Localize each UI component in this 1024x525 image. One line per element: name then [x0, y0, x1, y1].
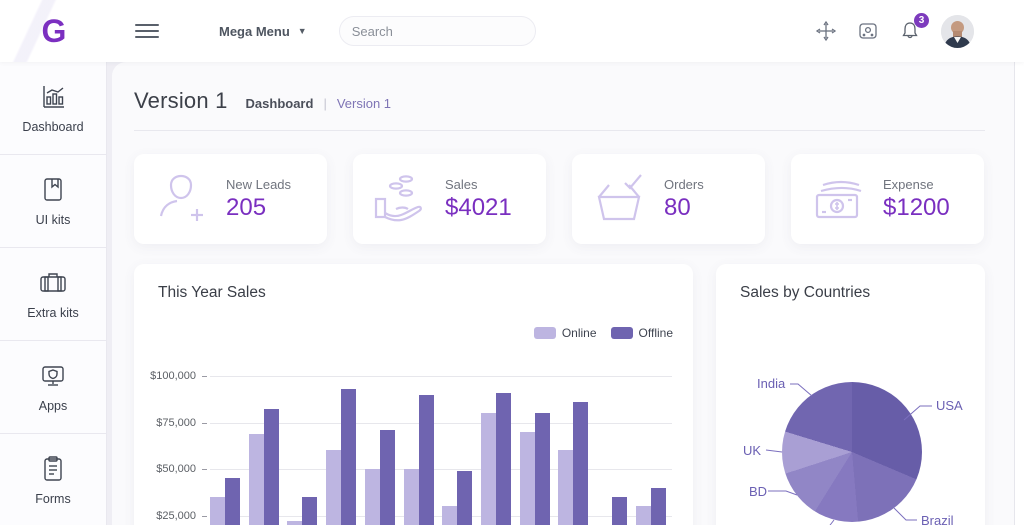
- bar-online-10: [558, 450, 574, 525]
- stat-card-orders: Orders 80: [572, 154, 765, 244]
- basket-check-icon: [597, 174, 642, 221]
- stat-label: Expense: [883, 176, 934, 192]
- legend-swatch-online: [533, 327, 556, 339]
- bar-online-1: [210, 496, 225, 525]
- breadcrumb-dashboard[interactable]: Dashboard: [245, 96, 314, 111]
- stat-value: 205: [226, 193, 267, 221]
- sidebar-item-forms[interactable]: Forms: [0, 434, 106, 525]
- apps-box-icon[interactable]: [857, 20, 879, 42]
- bar-offline-7: [457, 470, 473, 525]
- bar-chart-plot: $100,000 $75,000 $50,000 $25,000: [134, 264, 693, 525]
- clipboard-icon: [44, 456, 62, 481]
- bar-offline-2: [263, 409, 279, 525]
- header-actions: 3: [815, 13, 974, 48]
- breadcrumb: Dashboard | Version 1: [246, 96, 392, 111]
- bar-chart-legend: Online Offline: [533, 326, 673, 340]
- pie-label-bd: BD: [749, 484, 768, 499]
- bar-online-12: [635, 506, 651, 525]
- notifications-bell-icon[interactable]: 3: [899, 13, 929, 42]
- stat-label: New Leads: [226, 176, 292, 192]
- bar-online-6: [403, 469, 419, 525]
- logo-area[interactable]: G: [0, 0, 107, 62]
- bar-chart-icon: [43, 86, 64, 108]
- sidebar-item-ui-kits[interactable]: UI kits: [0, 155, 106, 248]
- bar-offline-3: [302, 496, 318, 525]
- breadcrumb-separator: |: [323, 96, 327, 111]
- sidebar-item-label: Dashboard: [22, 120, 84, 134]
- bar-offline-9: [534, 413, 550, 525]
- bar-offline-12: [650, 487, 666, 525]
- legend-label: Online: [561, 326, 597, 340]
- bar-offline-8: [495, 392, 511, 525]
- hamburger-menu-icon[interactable]: [135, 20, 159, 42]
- legend-item-offline[interactable]: Offline: [610, 326, 673, 340]
- brand-logo: G: [41, 12, 67, 49]
- page-title: Version 1: [134, 88, 228, 113]
- bar-online-2: [248, 433, 264, 525]
- search-input[interactable]: [351, 23, 528, 39]
- stat-value: $4021: [445, 193, 512, 221]
- stat-card-sales: Sales $4021: [353, 154, 546, 244]
- bar-online-7: [442, 506, 458, 525]
- sidebar-item-label: Apps: [38, 399, 68, 413]
- sidebar-nav: Dashboard UI kits Extra kits Apps Forms: [0, 62, 107, 525]
- mega-menu-dropdown[interactable]: Mega Menu ▼: [219, 24, 307, 39]
- bar-online-4: [326, 450, 342, 525]
- page-header: Version 1 Dashboard | Version 1: [134, 88, 985, 114]
- sidebar-item-label: UI kits: [35, 213, 71, 227]
- banknotes-icon: [815, 180, 862, 219]
- sidebar-item-label: Forms: [35, 492, 71, 506]
- sales-by-countries-card: Sales by Countries India USA UK BD Brazi…: [716, 264, 985, 525]
- bar-offline-6: [418, 394, 434, 525]
- legend-item-online[interactable]: Online: [533, 326, 597, 340]
- top-header: G Mega Menu ▼: [0, 0, 1024, 62]
- stat-value: $1200: [883, 193, 950, 221]
- sidebar-item-dashboard[interactable]: Dashboard: [0, 62, 106, 155]
- stats-row: New Leads 205 Sales $4021: [134, 154, 985, 244]
- bar-offline-10: [573, 402, 589, 525]
- notification-badge: 3: [914, 13, 929, 28]
- sidebar-item-apps[interactable]: Apps: [0, 341, 106, 434]
- fullscreen-move-icon[interactable]: [815, 20, 837, 42]
- sidebar-item-label: Extra kits: [27, 306, 79, 320]
- breadcrumb-current: Version 1: [336, 96, 392, 111]
- bar-online-3: [287, 521, 303, 525]
- monitor-icon: [42, 366, 64, 386]
- bar-chart-title: This Year Sales: [158, 284, 266, 301]
- stat-card-expense: Expense $1200: [791, 154, 984, 244]
- stat-label: Sales: [445, 176, 478, 192]
- vertical-scrollbar[interactable]: [1014, 0, 1024, 525]
- user-avatar[interactable]: [941, 14, 974, 48]
- legend-label: Offline: [638, 326, 673, 340]
- header-divider: [134, 130, 985, 131]
- pie-label-india: India: [757, 376, 786, 391]
- search-bar[interactable]: [338, 16, 536, 46]
- book-icon: [44, 178, 62, 201]
- bar-online-5: [364, 469, 380, 525]
- mega-menu-label: Mega Menu: [219, 23, 290, 39]
- bar-online-8: [480, 413, 496, 525]
- bar-offline-5: [379, 429, 395, 525]
- bar-offline-1: [225, 478, 240, 525]
- bar-offline-4: [341, 389, 357, 525]
- stat-label: Orders: [664, 176, 704, 192]
- main-content: Version 1 Dashboard | Version 1 New Lead…: [112, 62, 1014, 525]
- pie-label-brazil: Brazil: [921, 513, 954, 525]
- chevron-down-icon: ▼: [297, 26, 307, 36]
- stat-value: 80: [664, 193, 691, 221]
- charts-row: This Year Sales Online Offline $100,000 $…: [134, 264, 985, 525]
- briefcase-icon: [40, 273, 66, 292]
- user-plus-icon: [159, 174, 203, 221]
- bar-online-9: [519, 431, 535, 525]
- pie-label-uk: UK: [743, 443, 762, 458]
- stat-card-new-leads: New Leads 205: [134, 154, 327, 244]
- bar-offline-11: [612, 496, 627, 525]
- pie-label-usa: USA: [936, 398, 963, 413]
- hand-coins-icon: [374, 175, 422, 222]
- this-year-sales-card: This Year Sales Online Offline $100,000 $…: [134, 264, 693, 525]
- legend-swatch-offline: [610, 327, 633, 339]
- pie-chart: [782, 382, 922, 522]
- pie-chart-title: Sales by Countries: [740, 284, 871, 301]
- sidebar-item-extra-kits[interactable]: Extra kits: [0, 248, 106, 341]
